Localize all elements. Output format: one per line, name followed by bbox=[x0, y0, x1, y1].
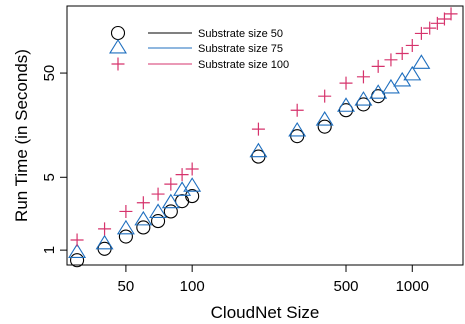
series-2 bbox=[68, 54, 431, 258]
x-tick-label: 500 bbox=[333, 278, 358, 295]
data-point bbox=[423, 21, 437, 35]
data-point bbox=[68, 243, 87, 258]
data-point bbox=[437, 12, 451, 26]
data-point bbox=[414, 26, 428, 40]
data-point bbox=[290, 103, 304, 117]
y-tick-label: 50 bbox=[41, 65, 58, 82]
data-points bbox=[68, 7, 458, 268]
data-point bbox=[371, 59, 385, 73]
plot-frame bbox=[66, 5, 464, 266]
data-point bbox=[369, 84, 388, 99]
legend-label: Substrate size 50 bbox=[198, 28, 283, 40]
data-point bbox=[339, 76, 353, 90]
data-point bbox=[185, 189, 200, 204]
data-point bbox=[354, 91, 373, 106]
legend-marker bbox=[109, 38, 127, 54]
data-point bbox=[149, 203, 168, 218]
data-point bbox=[151, 187, 165, 201]
series-1 bbox=[70, 89, 386, 268]
data-point bbox=[249, 142, 268, 158]
data-point bbox=[70, 253, 85, 268]
data-point bbox=[116, 219, 135, 235]
data-point bbox=[164, 177, 178, 191]
data-point bbox=[251, 122, 265, 136]
data-point bbox=[338, 103, 354, 118]
data-point bbox=[356, 97, 371, 112]
data-point bbox=[70, 233, 84, 247]
x-axis-title: CloudNet Size bbox=[211, 303, 320, 322]
data-point bbox=[151, 214, 166, 229]
data-point bbox=[430, 16, 444, 30]
data-point bbox=[405, 38, 419, 52]
y-tick-label: 1 bbox=[41, 246, 58, 254]
data-point bbox=[395, 47, 409, 61]
legend-label: Substrate size 75 bbox=[198, 43, 283, 55]
data-point bbox=[183, 177, 202, 192]
data-point bbox=[412, 54, 431, 69]
data-point bbox=[134, 210, 153, 226]
data-point bbox=[318, 89, 332, 103]
data-point bbox=[95, 234, 114, 250]
data-point bbox=[161, 193, 180, 209]
plot-area-border bbox=[66, 5, 464, 266]
data-point bbox=[136, 196, 150, 210]
x-tick-label: 100 bbox=[180, 278, 205, 295]
data-point bbox=[118, 229, 133, 244]
x-tick-label: 1000 bbox=[396, 278, 429, 295]
data-point bbox=[317, 119, 332, 134]
y-tick-label: 5 bbox=[41, 173, 58, 181]
series-3 bbox=[70, 7, 458, 247]
data-point bbox=[175, 168, 189, 182]
x-tick-label: 50 bbox=[118, 278, 135, 295]
data-point bbox=[185, 162, 199, 176]
legend-marker bbox=[110, 25, 126, 41]
legend-label: Substrate size 100 bbox=[198, 59, 289, 71]
x-axis: 50 100 500 1000 bbox=[118, 265, 429, 295]
data-point bbox=[119, 204, 133, 218]
data-point bbox=[337, 97, 356, 112]
data-point bbox=[444, 7, 458, 21]
y-axis-title: Run Time (in Seconds) bbox=[12, 49, 31, 222]
data-point bbox=[403, 65, 422, 81]
data-point bbox=[163, 204, 178, 219]
data-point bbox=[384, 53, 398, 67]
data-point bbox=[98, 222, 112, 236]
data-point bbox=[356, 70, 370, 84]
data-point bbox=[136, 220, 151, 235]
data-point bbox=[288, 121, 307, 137]
legend: Substrate size 50 Substrate size 75 Substr… bbox=[109, 25, 289, 71]
legend-marker bbox=[111, 57, 125, 71]
data-point bbox=[315, 111, 334, 126]
